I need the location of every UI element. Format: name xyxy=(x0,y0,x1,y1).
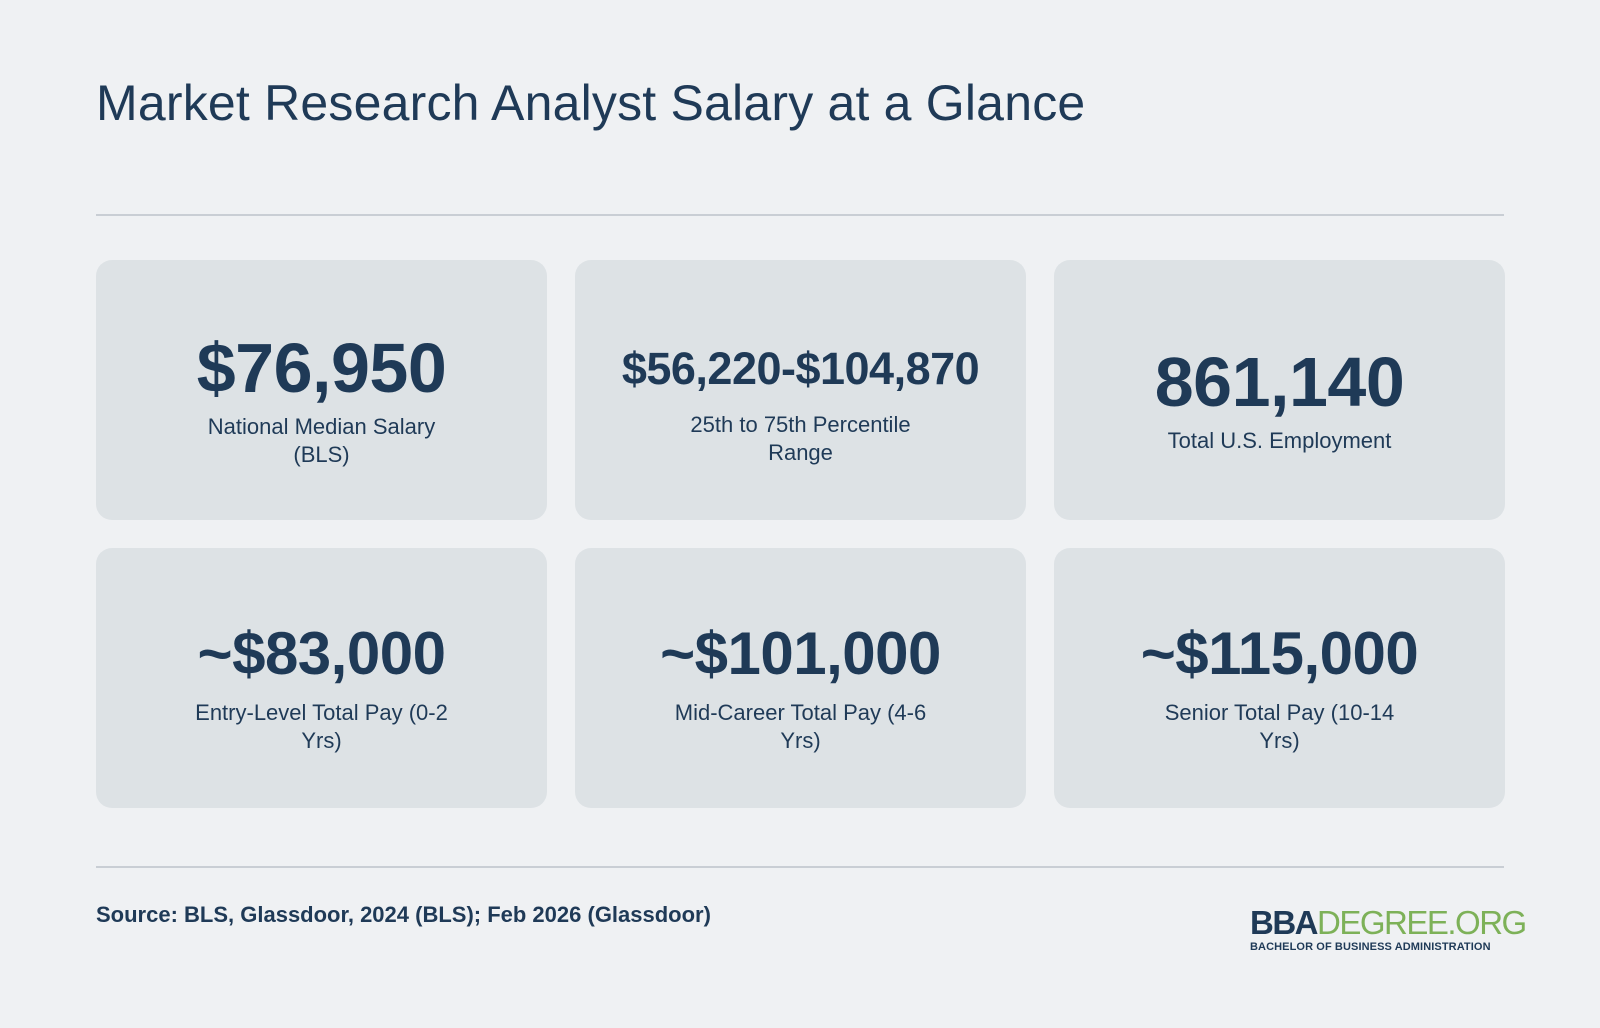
stat-value: ~$101,000 xyxy=(660,619,941,687)
stat-grid: $76,950 National Median Salary (BLS) $56… xyxy=(96,260,1505,808)
page-title: Market Research Analyst Salary at a Glan… xyxy=(96,75,1086,131)
top-divider xyxy=(96,214,1504,216)
stat-label: Senior Total Pay (10-14 Yrs) xyxy=(1164,699,1395,753)
stat-label: Mid-Career Total Pay (4-6 Yrs) xyxy=(674,699,927,753)
logo-bba-text: BBA xyxy=(1250,904,1319,941)
stat-value: 861,140 xyxy=(1154,343,1405,421)
stat-value: ~$115,000 xyxy=(1140,619,1419,687)
logo-wordmark: BBADEGREE.ORG xyxy=(1250,904,1527,941)
logo-degree-text: DEGREE.ORG xyxy=(1317,904,1527,941)
stat-card-senior-pay: ~$115,000 Senior Total Pay (10-14 Yrs) xyxy=(1054,548,1505,808)
stat-label: Total U.S. Employment xyxy=(1167,428,1392,453)
stat-value: $76,950 xyxy=(196,329,447,407)
stat-value: ~$83,000 xyxy=(197,619,446,687)
logo-tagline: BACHELOR OF BUSINESS ADMINISTRATION xyxy=(1250,941,1491,953)
bottom-divider xyxy=(96,866,1504,868)
stat-value: $56,220-$104,870 xyxy=(621,342,980,394)
source-note: Source: BLS, Glassdoor, 2024 (BLS); Feb … xyxy=(96,902,711,927)
stat-card-entry-level-pay: ~$83,000 Entry-Level Total Pay (0-2 Yrs) xyxy=(96,548,547,808)
bbadegree-logo: BBADEGREE.ORG BACHELOR OF BUSINESS ADMIN… xyxy=(1250,904,1527,953)
stat-label: Entry-Level Total Pay (0-2 Yrs) xyxy=(195,699,448,753)
stat-label: 25th to 75th Percentile Range xyxy=(690,411,911,465)
stat-card-median-salary: $76,950 National Median Salary (BLS) xyxy=(96,260,547,520)
stat-card-mid-career-pay: ~$101,000 Mid-Career Total Pay (4-6 Yrs) xyxy=(575,548,1026,808)
stat-card-total-employment: 861,140 Total U.S. Employment xyxy=(1054,260,1505,520)
stat-card-percentile-range: $56,220-$104,870 25th to 75th Percentile… xyxy=(575,260,1026,520)
stat-label: National Median Salary (BLS) xyxy=(207,414,436,467)
